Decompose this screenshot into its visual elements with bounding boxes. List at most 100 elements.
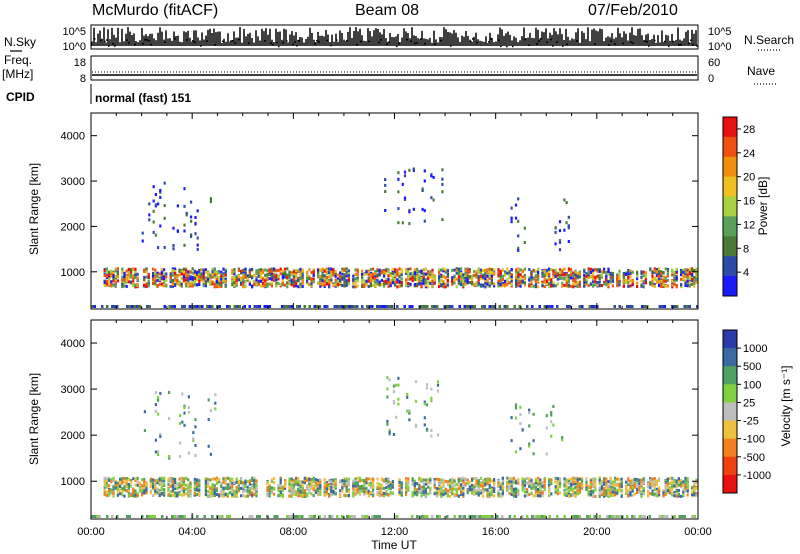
heatmap-cell	[125, 279, 128, 283]
heatmap-cell	[187, 285, 190, 289]
heatmap-cell	[196, 276, 199, 280]
heatmap-cell	[314, 491, 317, 494]
heatmap-cell	[537, 476, 540, 480]
heatmap-cell	[424, 267, 427, 271]
heatmap-cell	[464, 267, 467, 271]
heatmap-cell	[396, 268, 399, 272]
heatmap-cell	[460, 279, 463, 283]
heatmap-cell	[548, 269, 551, 273]
heatmap-cell	[297, 477, 300, 480]
heatmap-cell	[365, 478, 368, 482]
power-x-ticks	[90, 113, 699, 309]
heatmap-cell	[149, 484, 152, 488]
heatmap-cell	[251, 493, 254, 497]
heatmap-cell	[222, 274, 225, 278]
heatmap-cell	[347, 282, 350, 286]
heatmap-cell	[148, 218, 151, 222]
heatmap-cell	[385, 492, 388, 496]
heatmap-cell	[583, 268, 586, 272]
heatmap-cell	[565, 221, 568, 225]
heatmap-cell	[554, 487, 557, 491]
heatmap-cell	[334, 479, 337, 483]
heatmap-cell	[680, 285, 683, 288]
heatmap-cell	[616, 277, 619, 281]
heatmap-cell	[174, 477, 177, 481]
heatmap-cell	[352, 285, 355, 289]
heatmap-cell	[339, 279, 342, 283]
noise-sky-label: N.Sky	[4, 35, 36, 49]
heatmap-cell	[163, 245, 166, 249]
noise-search-point	[490, 38, 492, 40]
heatmap-cell	[171, 481, 174, 485]
noise-search-point	[232, 40, 234, 42]
heatmap-cell	[695, 277, 698, 281]
heatmap-cell	[675, 277, 678, 281]
noise-search-point	[214, 44, 216, 46]
heatmap-cell	[286, 305, 289, 308]
heatmap-cell	[352, 494, 355, 498]
heatmap-cell	[211, 305, 214, 308]
heatmap-cell	[264, 281, 267, 285]
heatmap-cell	[277, 483, 280, 487]
heatmap-cell	[319, 284, 322, 288]
heatmap-cell	[515, 487, 518, 491]
heatmap-cell	[187, 483, 190, 487]
heatmap-cell	[523, 494, 526, 498]
heatmap-cell	[510, 477, 513, 481]
heatmap-cell	[442, 274, 445, 278]
heatmap-cell	[147, 282, 150, 286]
noise-search-point	[346, 39, 348, 42]
heatmap-cell	[567, 489, 570, 493]
heatmap-cell	[193, 481, 196, 485]
heatmap-cell	[517, 219, 520, 223]
heatmap-cell	[330, 485, 333, 489]
heatmap-cell	[284, 272, 287, 276]
heatmap-cell	[240, 494, 243, 498]
heatmap-cell	[321, 274, 324, 277]
heatmap-cell	[592, 491, 595, 495]
heatmap-cell	[440, 273, 443, 277]
heatmap-cell	[559, 482, 562, 486]
heatmap-cell	[114, 269, 117, 273]
heatmap-cell	[567, 226, 570, 230]
heatmap-cell	[292, 281, 295, 285]
heatmap-cell	[182, 487, 185, 490]
heatmap-cell	[246, 480, 249, 484]
heatmap-cell	[317, 282, 320, 285]
heatmap-cell	[103, 481, 106, 484]
heatmap-cell	[473, 486, 476, 490]
heatmap-cell	[515, 480, 518, 484]
noise-tick-right-bottom: 10^0	[708, 41, 732, 53]
heatmap-cell	[403, 174, 407, 178]
heatmap-cell	[121, 285, 124, 289]
heatmap-cell	[183, 204, 186, 208]
noise-search-point	[106, 39, 108, 41]
heatmap-cell	[567, 269, 570, 273]
heatmap-cell	[200, 278, 203, 282]
heatmap-cell	[446, 272, 449, 276]
heatmap-cell	[312, 484, 315, 488]
heatmap-cell	[464, 276, 467, 280]
heatmap-cell	[484, 483, 487, 487]
heatmap-cell	[306, 279, 309, 283]
heatmap-cell	[328, 484, 331, 488]
heatmap-cell	[112, 277, 115, 280]
heatmap-cell	[567, 267, 570, 271]
heatmap-cell	[565, 487, 568, 491]
heatmap-cell	[172, 226, 175, 230]
heatmap-cell	[152, 220, 155, 224]
heatmap-cell	[202, 273, 205, 277]
heatmap-cell	[585, 480, 588, 484]
heatmap-cell	[292, 274, 295, 278]
heatmap-cell	[664, 279, 667, 283]
heatmap-cell	[189, 270, 192, 274]
heatmap-cell	[242, 278, 245, 281]
heatmap-cell	[506, 279, 509, 283]
heatmap-cell	[316, 305, 319, 308]
heatmap-cell	[301, 491, 304, 495]
heatmap-cell	[185, 271, 188, 275]
heatmap-cell	[438, 279, 441, 283]
heatmap-cell	[270, 486, 273, 490]
heatmap-cell	[127, 491, 130, 495]
heatmap-cell	[112, 476, 115, 480]
